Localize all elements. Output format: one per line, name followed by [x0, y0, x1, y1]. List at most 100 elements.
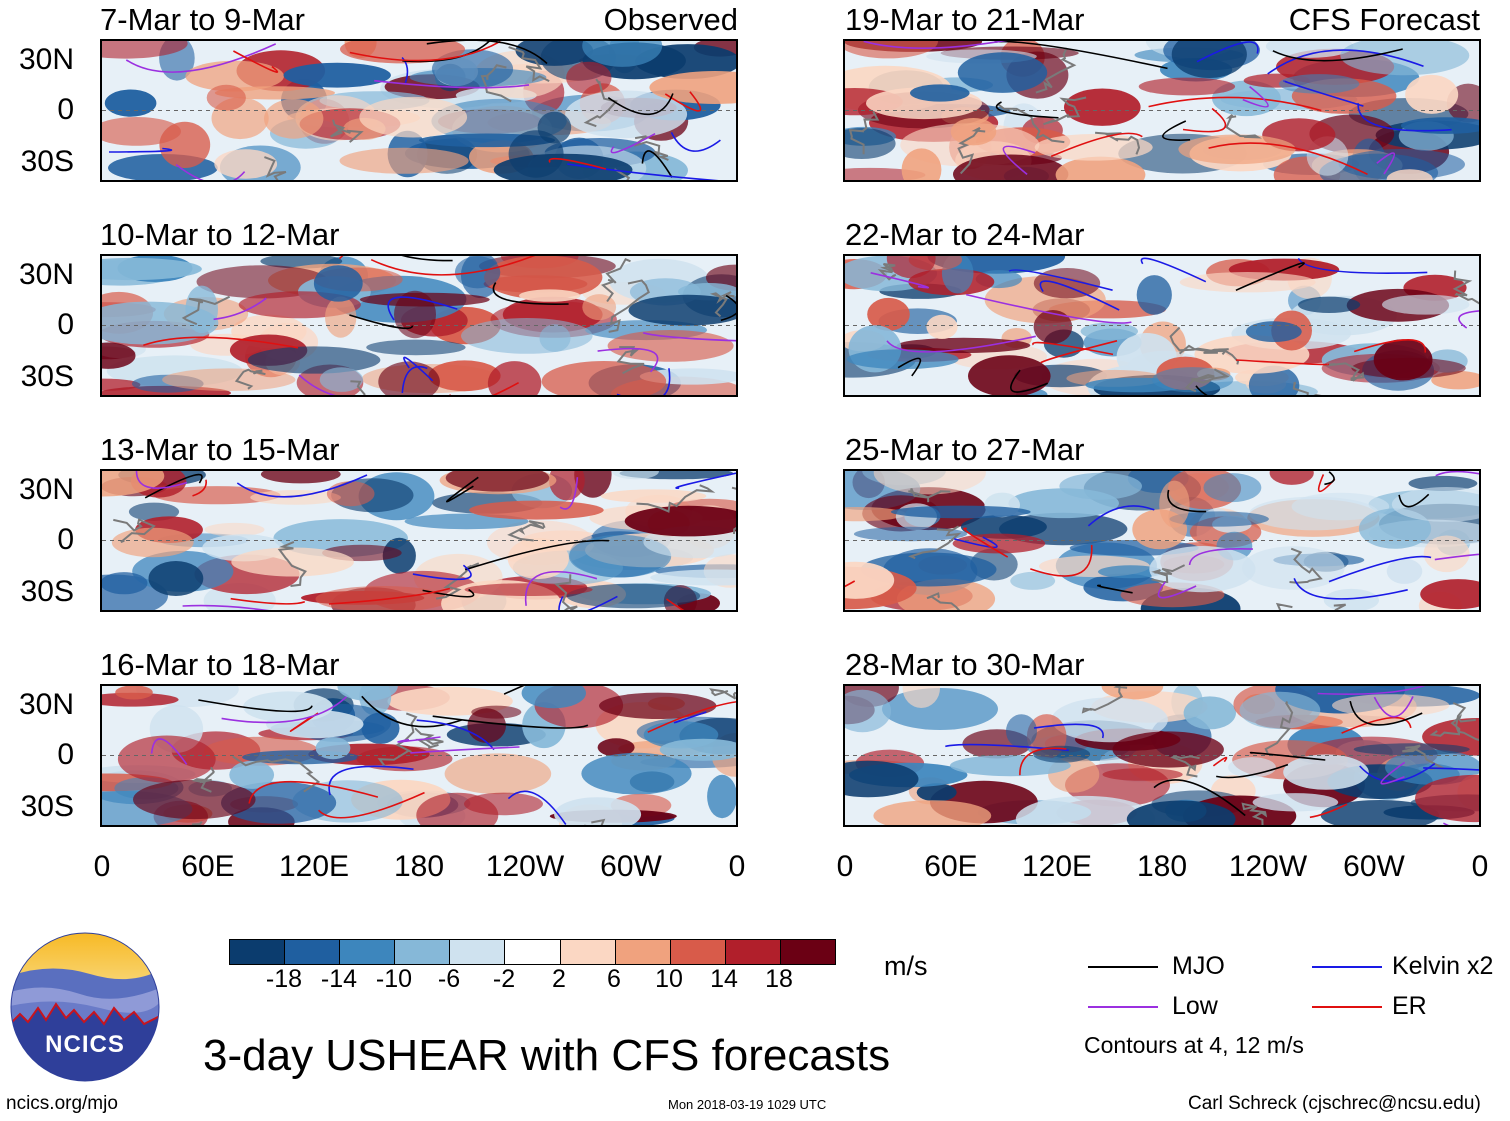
map-panel-obs-2 [100, 254, 738, 397]
coastline [1289, 547, 1323, 584]
shear-anomaly-blob [260, 471, 341, 484]
coastline [926, 592, 961, 610]
shear-anomaly-blob [845, 41, 938, 59]
shear-anomaly-blob [867, 297, 910, 331]
shear-anomaly-blob [315, 737, 351, 760]
panel-6-period: 22-Mar to 24-Mar [845, 217, 1085, 252]
shear-anomaly-blob [1098, 565, 1164, 579]
er-contour [370, 256, 536, 276]
lon-label-0-end: 0 [728, 850, 746, 883]
shear-anomaly-blob [484, 256, 603, 300]
mjo-contour [1235, 262, 1305, 292]
shear-anomaly-blob [1298, 296, 1361, 313]
lat-label-30s: 30S [20, 360, 74, 393]
kelvin-contour [1087, 505, 1155, 527]
shear-anomaly-blob [1034, 134, 1153, 161]
er-contour [328, 587, 451, 605]
colorbar-segment [779, 940, 836, 964]
mjo-contour [432, 715, 589, 729]
low-contour [1434, 553, 1479, 561]
shear-anomaly-blob [1340, 41, 1470, 76]
shear-anomaly-blob [1033, 745, 1091, 763]
shear-anomaly-blob [247, 346, 381, 374]
shear-anomaly-blob [185, 60, 284, 92]
shear-anomaly-blob [1008, 488, 1119, 519]
lon-label-180: 180 [393, 850, 445, 883]
mjo-contour [1162, 120, 1191, 141]
shear-anomaly-blob [1283, 754, 1369, 790]
shear-anomaly-blob [461, 318, 593, 354]
mjo-contour [995, 101, 1059, 119]
mjo-contour [503, 686, 525, 695]
shear-anomaly-blob [464, 583, 593, 596]
low-contour [182, 604, 270, 610]
coastline [1241, 802, 1268, 825]
shear-anomaly-blob [102, 117, 181, 146]
colorbar-tick-label: -10 [375, 965, 413, 993]
shear-anomaly-blob [1183, 696, 1236, 730]
shear-anomaly-blob [901, 148, 942, 180]
mjo-contour [1272, 48, 1403, 62]
shear-anomaly-blob [582, 294, 617, 321]
shear-anomaly-blob [597, 738, 635, 757]
coastline [583, 78, 618, 128]
mjo-contour [1324, 471, 1335, 486]
mjo-contour [607, 93, 674, 116]
colorbar-ticks: -18 -14 -10 -6 -2 2 6 10 14 18 [229, 967, 834, 997]
coastline [553, 574, 578, 610]
er-contour [1050, 132, 1143, 158]
kelvin-contour [507, 790, 567, 825]
mjo-contour [1096, 584, 1133, 594]
shear-anomaly-blob [231, 547, 354, 577]
shear-anomaly-blob [319, 367, 364, 392]
coastline [1402, 744, 1445, 771]
lon-label-60e: 60E [181, 850, 235, 883]
coastline [507, 520, 546, 542]
map-field [102, 471, 736, 610]
low-contour [1242, 85, 1269, 108]
shear-anomaly-blob [1159, 480, 1190, 528]
colorbar-tick-label: -14 [320, 965, 358, 993]
mjo-contour [1216, 763, 1289, 779]
footer-timestamp: Mon 2018-03-19 1029 UTC [668, 1097, 827, 1112]
coastline [957, 127, 986, 175]
mjo-contour [720, 294, 736, 322]
shear-anomaly-blob [359, 96, 468, 138]
panel-8-period: 28-Mar to 30-Mar [845, 647, 1085, 682]
coastline [877, 263, 897, 281]
lon-label-60w: 60W [600, 850, 662, 883]
kelvin-contour [1328, 555, 1432, 583]
mjo-contour [1249, 751, 1326, 761]
kelvin-contour [1140, 257, 1207, 283]
colorbar-segment [559, 940, 615, 964]
shear-anomaly-blob [1400, 117, 1479, 134]
er-contour [230, 597, 306, 605]
lat-label-30n: 30N [18, 688, 74, 721]
kelvin-contour [1423, 767, 1479, 771]
coastline [330, 119, 364, 143]
coastline [1043, 96, 1087, 126]
er-contour [664, 91, 702, 112]
colorbar-tick-label: -18 [265, 965, 303, 993]
low-contour [642, 332, 736, 342]
er-contour [963, 527, 1009, 558]
shear-anomaly-blob [1332, 694, 1450, 717]
shear-anomaly-blob [845, 128, 896, 159]
shear-anomaly-blob [539, 324, 571, 352]
shear-anomaly-blob [845, 561, 895, 599]
shear-anomaly-blob [507, 537, 569, 580]
map-field [102, 686, 736, 825]
colorbar-segment [230, 940, 285, 964]
er-contour [1212, 756, 1228, 767]
shear-anomaly-blob [950, 755, 1071, 777]
coastline [709, 688, 736, 700]
coastline [1169, 326, 1240, 365]
er-contour [1341, 716, 1412, 734]
map-field [845, 41, 1479, 180]
legend-er-label: ER [1392, 992, 1427, 1020]
map-field [845, 686, 1479, 825]
coastline [1170, 755, 1200, 778]
shear-anomaly-blob [896, 337, 1031, 353]
coastline [113, 518, 156, 544]
coastline [277, 540, 307, 587]
